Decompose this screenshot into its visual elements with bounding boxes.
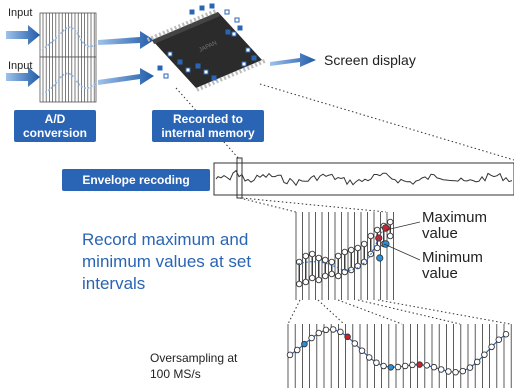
oversample-point (466, 364, 474, 371)
oversample-point (409, 361, 416, 369)
oversample-point (329, 326, 337, 333)
record-text-line2: minimum values at set (82, 252, 252, 271)
sample-point (335, 252, 342, 260)
oversample-point (351, 340, 359, 347)
min-max-sample-view (295, 212, 394, 300)
oversample-point (358, 347, 366, 354)
sample-point (367, 232, 375, 240)
arrow-to-memory-top (98, 31, 154, 49)
max-sample-point (381, 224, 390, 232)
oversample-point (394, 363, 402, 371)
sampling-box-bottom (39, 56, 97, 103)
ad-conversion-tag: A/D conversion (14, 110, 96, 142)
max-label: Maximum value (422, 210, 487, 242)
sample-point (335, 272, 342, 280)
oversample-point (301, 340, 308, 348)
sample-point (302, 252, 310, 260)
oversample-point (473, 358, 481, 366)
record-text-line1: Record maximum and (82, 230, 249, 249)
sample-point (296, 258, 303, 266)
memory-chip-icon: JAPAN (146, 3, 266, 92)
ad-label-line2: conversion (22, 126, 88, 140)
oversample-point (502, 331, 510, 338)
oversample-point (365, 354, 373, 361)
sample-point (315, 254, 323, 262)
oversampling-view (286, 324, 512, 388)
oversampling-label: Oversampling at 100 MS/s (150, 350, 237, 382)
max-label-line2: value (422, 225, 458, 242)
memory-label-line2: internal memory (161, 126, 255, 140)
oversample-point (344, 333, 351, 341)
oversample-point (380, 362, 387, 370)
sample-point (348, 246, 355, 254)
arrow-to-memory-bottom (98, 68, 154, 85)
sample-point (309, 250, 316, 258)
oversample-point (416, 361, 423, 368)
min-label: Minimum value (422, 250, 483, 282)
sample-point (328, 258, 336, 266)
envelope-tag: Envelope recoding (62, 169, 210, 191)
arrow-to-screen (270, 53, 316, 67)
sample-point (296, 280, 303, 288)
envelope-strip (213, 157, 514, 199)
input-label-bottom: Input (8, 60, 33, 72)
memory-tag: Recorded to internal memory (152, 110, 264, 142)
oversample-point (322, 326, 330, 334)
sample-point (322, 272, 329, 280)
sample-point (374, 226, 381, 234)
min-sample-point (376, 254, 384, 262)
sample-point (302, 278, 310, 286)
memory-label-line1: Recorded to (172, 112, 243, 126)
sample-point (387, 218, 394, 226)
oversample-point (401, 362, 409, 370)
oversample-point (452, 369, 459, 376)
record-text-line3: intervals (82, 274, 146, 293)
oversample-point (423, 362, 431, 369)
sample-point (361, 240, 368, 248)
sample-point (315, 276, 323, 284)
sample-point (387, 232, 394, 240)
oversample-point (315, 329, 323, 337)
min-label-line2: value (422, 265, 458, 282)
oversample-point (437, 366, 445, 373)
oversample-point (286, 351, 294, 359)
sample-point (322, 256, 329, 264)
oversampling-line1: Oversampling at (150, 351, 238, 365)
sample-point (374, 244, 381, 252)
sample-point (361, 258, 368, 266)
oversample-point (445, 368, 452, 375)
sampling-box-top (39, 12, 97, 58)
input-arrow-bottom (6, 67, 40, 87)
min-sample-point (381, 240, 390, 248)
max-sample-point (375, 234, 383, 242)
sample-point (309, 274, 316, 282)
screen-display-label: Screen display (324, 52, 416, 68)
max-label-line1: Maximum (422, 209, 488, 226)
oversample-point (481, 351, 488, 358)
min-label-line1: Minimum (422, 249, 483, 266)
sample-point (354, 244, 362, 252)
oversample-point (337, 328, 344, 336)
oversample-point (308, 334, 315, 342)
oversample-point (387, 364, 395, 371)
oversample-point (373, 359, 380, 366)
oversampling-line2: 100 MS/s (150, 367, 201, 381)
oversample-point (430, 363, 438, 371)
oversample-point (293, 346, 301, 354)
input-arrow-top (6, 25, 40, 45)
sample-point (348, 266, 355, 274)
oversample-point (495, 336, 503, 343)
ad-label-line1: A/D (44, 112, 66, 126)
sample-point (341, 248, 349, 256)
oversample-point (459, 367, 467, 375)
sample-point (328, 270, 336, 278)
oversample-point (488, 343, 495, 351)
input-label-top: Input (8, 7, 33, 19)
